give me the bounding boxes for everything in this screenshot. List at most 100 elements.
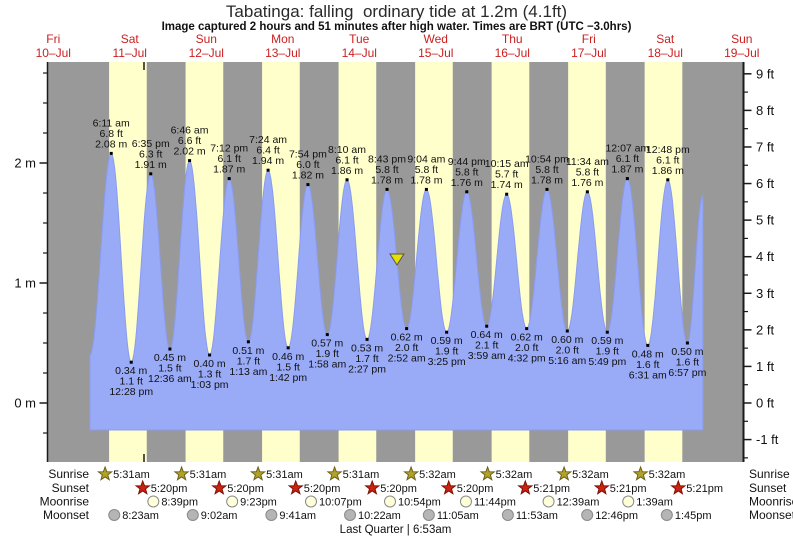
moonset-icon bbox=[108, 509, 121, 521]
sunset-time: 5:20pm bbox=[151, 483, 188, 495]
high-tide-label: 1.78 m bbox=[531, 174, 563, 186]
high-tide-dot bbox=[345, 178, 349, 182]
moonrise-time: 1:39am bbox=[636, 497, 673, 509]
day-date-label: 16–Jul bbox=[495, 46, 530, 60]
high-tide-label: 1.76 m bbox=[571, 177, 603, 189]
low-tide-label: 1.9 ft bbox=[316, 348, 339, 360]
low-tide-label: 0.50 m bbox=[671, 346, 703, 358]
high-tide-label: 1.87 m bbox=[611, 164, 643, 176]
sunrise-icon bbox=[326, 465, 343, 481]
sunrise-icon bbox=[479, 465, 496, 481]
day-name-label: Fri bbox=[582, 32, 596, 46]
row-label-sunset-left: Sunset bbox=[52, 481, 90, 495]
high-tide-label: 6.1 ft bbox=[218, 153, 241, 165]
moonset-icon bbox=[660, 509, 673, 521]
feet-axis-label: 9 ft bbox=[756, 66, 774, 81]
moonrise-time: 12:39am bbox=[557, 497, 600, 509]
low-tide-dot bbox=[485, 324, 489, 328]
low-tide-label: 12:28 pm bbox=[109, 386, 153, 398]
sunset-time: 5:20pm bbox=[457, 483, 494, 495]
feet-axis-label: 2 ft bbox=[756, 322, 774, 337]
low-tide-label: 1.1 ft bbox=[120, 376, 143, 388]
high-tide-label: 12:07 am bbox=[605, 143, 649, 155]
day-name-label: Thu bbox=[502, 32, 523, 46]
high-tide-label: 10:15 am bbox=[485, 158, 529, 170]
moonset-time: 9:02am bbox=[201, 510, 238, 522]
low-tide-label: 0.45 m bbox=[154, 352, 186, 364]
low-tide-label: 0.57 m bbox=[311, 338, 343, 350]
moonset-time: 9:41am bbox=[279, 510, 316, 522]
high-tide-label: 8:43 pm bbox=[368, 153, 406, 165]
feet-axis-label: 1 ft bbox=[756, 359, 774, 374]
high-tide-label: 1.91 m bbox=[135, 159, 167, 171]
high-tide-label: 6:46 am bbox=[171, 125, 209, 137]
high-tide-label: 6.1 ft bbox=[656, 154, 679, 166]
feet-axis-label: 0 ft bbox=[756, 396, 774, 411]
high-tide-label: 6.1 ft bbox=[335, 154, 358, 166]
sunrise-icon bbox=[403, 465, 420, 481]
day-name-label: Sun bbox=[731, 32, 752, 46]
low-tide-label: 2.0 ft bbox=[395, 342, 418, 354]
moonset-icon bbox=[422, 509, 435, 521]
low-tide-dot bbox=[525, 327, 529, 331]
moonrise-icon bbox=[226, 495, 239, 508]
low-tide-label: 0.40 m bbox=[194, 358, 226, 370]
moonset-icon bbox=[501, 509, 514, 521]
day-name-label: Sun bbox=[196, 32, 217, 46]
moonrise-time: 9:23pm bbox=[240, 497, 277, 509]
day-date-label: 19–Jul bbox=[724, 46, 759, 60]
low-tide-label: 1:58 am bbox=[308, 359, 346, 371]
moonrise-time: 8:39pm bbox=[161, 497, 198, 509]
day-name-label: Mon bbox=[271, 32, 294, 46]
day-name-label: Sat bbox=[121, 32, 140, 46]
high-tide-dot bbox=[424, 187, 428, 191]
moonset-time: 10:22am bbox=[358, 510, 401, 522]
low-tide-label: 2.1 ft bbox=[475, 340, 498, 352]
sunrise-time: 5:32am bbox=[572, 469, 609, 481]
low-tide-label: 1.7 ft bbox=[237, 355, 260, 367]
sunset-time: 5:20pm bbox=[304, 483, 341, 495]
moonrise-icon bbox=[459, 495, 472, 508]
sunset-time: 5:20pm bbox=[227, 483, 264, 495]
sunset-time: 5:21pm bbox=[610, 483, 647, 495]
day-name-label: Wed bbox=[424, 32, 448, 46]
high-tide-label: 10:54 pm bbox=[525, 153, 569, 165]
moonset-time: 1:45pm bbox=[675, 510, 712, 522]
high-tide-label: 5.8 ft bbox=[535, 164, 558, 176]
low-tide-label: 1.9 ft bbox=[596, 346, 619, 358]
low-tide-label: 5:16 am bbox=[548, 355, 586, 367]
sunrise-time: 5:31am bbox=[343, 469, 380, 481]
moonset-time: 11:05am bbox=[437, 510, 479, 522]
low-tide-label: 0.51 m bbox=[232, 345, 264, 357]
high-tide-label: 11:34 am bbox=[566, 156, 609, 168]
sunrise-icon bbox=[250, 465, 267, 481]
chart-title: Tabatinga: falling ordinary tide at 1.2m… bbox=[225, 2, 568, 21]
high-tide-label: 1.82 m bbox=[292, 170, 324, 182]
high-tide-dot bbox=[585, 190, 589, 194]
sunset-time: 5:21pm bbox=[686, 483, 723, 495]
day-date-label: 10–Jul bbox=[36, 46, 71, 60]
sunrise-icon bbox=[556, 465, 573, 481]
low-tide-label: 1.6 ft bbox=[676, 357, 699, 369]
low-tide-label: 0.59 m bbox=[591, 335, 623, 347]
low-tide-label: 0.34 m bbox=[115, 365, 147, 377]
sunrise-time: 5:31am bbox=[113, 469, 150, 481]
high-tide-dot bbox=[625, 177, 629, 181]
high-tide-label: 2.08 m bbox=[95, 138, 127, 150]
sunrise-time: 5:32am bbox=[496, 469, 533, 481]
sunset-time: 5:20pm bbox=[380, 483, 417, 495]
meter-axis-label: 0 m bbox=[14, 396, 36, 411]
low-tide-label: 1.5 ft bbox=[158, 363, 181, 375]
high-tide-label: 1.78 m bbox=[371, 174, 403, 186]
low-tide-label: 6:57 pm bbox=[668, 367, 706, 379]
day-date-label: 14–Jul bbox=[342, 46, 377, 60]
high-tide-dot bbox=[666, 178, 670, 182]
low-tide-dot bbox=[445, 330, 449, 334]
sunrise-icon bbox=[97, 465, 114, 481]
moonrise-time: 11:44pm bbox=[474, 497, 516, 509]
low-tide-label: 4:32 pm bbox=[508, 353, 546, 365]
sunset-icon bbox=[517, 479, 534, 495]
meter-axis-label: 2 m bbox=[14, 156, 36, 171]
high-tide-dot bbox=[385, 187, 389, 191]
